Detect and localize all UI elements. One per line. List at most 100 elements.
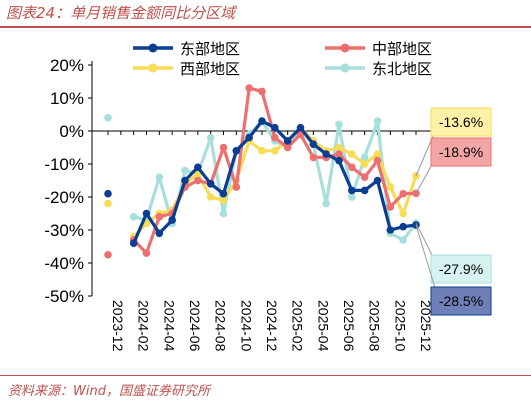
y-tick-label: 20% — [50, 56, 84, 75]
callout-label: -27.9% — [439, 261, 483, 277]
series-point — [373, 117, 382, 125]
series-point — [271, 123, 279, 132]
series-point — [360, 153, 369, 162]
callout-label: -28.5% — [439, 293, 483, 309]
series-point — [258, 87, 266, 96]
series-point — [104, 250, 112, 259]
series-point — [181, 166, 189, 175]
series-point — [309, 153, 318, 162]
series-point — [181, 176, 189, 185]
x-tick-label: 2025-12 — [418, 300, 434, 352]
callout-label: -18.9% — [439, 144, 483, 160]
series-point — [104, 199, 112, 208]
series-point — [322, 150, 330, 158]
x-tick-label: 2024-12 — [264, 300, 280, 352]
axes: 20% 10% 0% -10% -20% -30% -40% -50% 2023-12 2024-… — [44, 56, 434, 352]
x-tick-label: 2025-10 — [392, 300, 408, 352]
series-point — [373, 156, 382, 165]
source-divider — [0, 375, 531, 376]
series-point — [399, 189, 407, 198]
series-point — [232, 183, 241, 191]
x-tick-label: 2023-12 — [110, 300, 126, 352]
series-point — [348, 193, 356, 201]
series-point — [360, 173, 369, 181]
series-point — [219, 196, 228, 205]
y-tick-label: -10% — [44, 155, 84, 174]
x-tick-label: 2025-06 — [341, 300, 357, 352]
series-point — [335, 150, 343, 158]
series-point — [348, 163, 356, 172]
series-point — [360, 160, 369, 168]
x-tick-label: 2025-04 — [315, 300, 331, 352]
legend-label: 东北地区 — [372, 60, 432, 78]
x-tick-label: 2024-08 — [213, 300, 229, 352]
series-point — [399, 236, 407, 244]
series-point — [309, 140, 318, 148]
legend-label: 中部地区 — [372, 40, 432, 58]
series-point — [194, 176, 202, 185]
legend-swatch-marker — [148, 63, 158, 73]
series-point — [219, 143, 228, 152]
x-tick-label: 2024-10 — [238, 300, 254, 352]
series-point — [399, 209, 407, 218]
series-point — [258, 147, 266, 155]
source-note: 资料来源：Wind，国盛证券研究所 — [8, 384, 210, 399]
x-tick-label: 2024-04 — [161, 300, 177, 352]
legend-swatch-marker — [148, 43, 158, 53]
y-tick-label: 0% — [59, 122, 84, 141]
series-point — [335, 120, 343, 129]
series-point — [335, 156, 343, 165]
series-point — [283, 143, 292, 152]
title-divider — [0, 26, 531, 28]
series-point — [322, 199, 330, 208]
series-point — [271, 147, 279, 155]
series-point — [155, 173, 164, 181]
series-point — [206, 193, 215, 201]
y-tick-label: -30% — [44, 221, 84, 240]
x-tick-label: 2025-02 — [290, 300, 306, 352]
series-point — [155, 213, 164, 221]
series-point — [142, 249, 151, 257]
series-point — [360, 186, 369, 195]
series-point — [373, 150, 382, 158]
series-point — [399, 222, 407, 231]
series-point — [219, 189, 228, 198]
y-tick-label: 10% — [50, 89, 84, 108]
series-point — [386, 183, 395, 191]
callout-label: -13.6% — [439, 114, 483, 130]
series-point — [348, 150, 356, 158]
y-tick-label: -50% — [44, 287, 84, 306]
callout-box — [430, 137, 492, 167]
x-tick-label: 2024-06 — [187, 300, 203, 352]
series-layer — [104, 84, 420, 259]
callouts: -13.6% -18.9% -27.9% -28.5% — [415, 107, 492, 316]
series-point — [335, 143, 343, 152]
series-point — [194, 163, 202, 172]
series-point — [373, 176, 382, 185]
series-point — [155, 229, 164, 238]
x-tick-label: 2025-08 — [367, 300, 383, 352]
series-point — [283, 137, 292, 145]
x-tick-label: 2024-02 — [136, 300, 152, 352]
series-point — [386, 226, 395, 234]
callout-box — [430, 254, 492, 284]
legend-label: 西部地区 — [180, 60, 240, 78]
legend-swatch-marker — [340, 43, 350, 53]
series-point — [206, 133, 215, 142]
series-point — [219, 209, 228, 218]
y-tick-label: -40% — [44, 254, 84, 273]
series-point — [104, 189, 112, 198]
series-point — [258, 117, 266, 125]
series-point — [296, 123, 305, 132]
series-point — [232, 147, 241, 155]
series-point — [206, 180, 215, 188]
series-point — [129, 213, 138, 221]
series-point — [271, 133, 279, 142]
series-point — [104, 114, 112, 122]
series-point — [386, 203, 395, 211]
series-point — [129, 239, 138, 247]
y-tick-label: -20% — [44, 188, 84, 207]
series-point — [348, 186, 356, 195]
